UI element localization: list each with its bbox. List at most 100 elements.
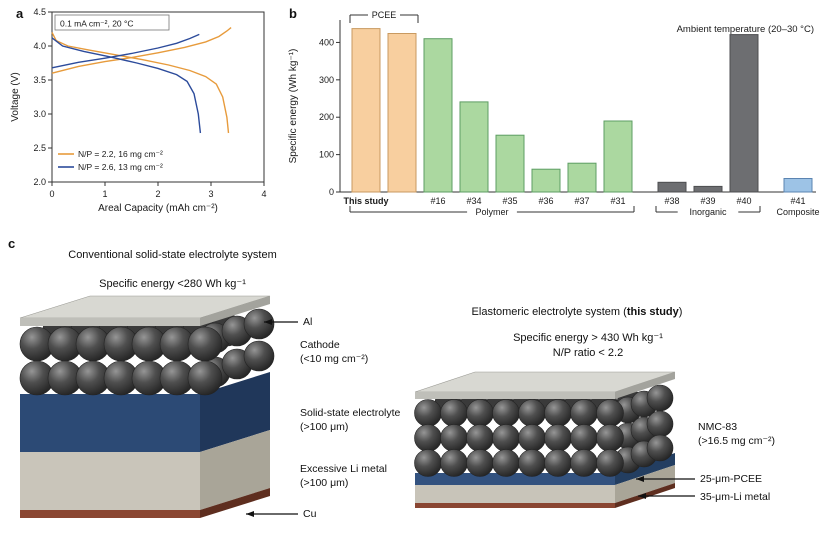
layer-front [415, 392, 615, 399]
y-tick-label: 2.0 [33, 177, 46, 187]
layer-side [615, 372, 675, 399]
bar-label: #31 [610, 196, 625, 206]
layer-front [20, 452, 200, 510]
y-tick-label: 2.5 [33, 143, 46, 153]
particle-sphere [646, 434, 674, 462]
electrolyte-label-line1: Solid-state electrolyte [300, 407, 401, 419]
bar-0 [351, 28, 381, 193]
particle-sphere [187, 326, 223, 362]
specific-energy-bar-chart: 0 100 200 300 400 Specific energy (Wh kg⁻¹) Am… [288, 10, 820, 217]
al-label: Al [303, 316, 313, 328]
particle-sphere [440, 449, 468, 477]
x-tick-label: 0 [49, 189, 54, 199]
right-title-emphasis: this study [626, 306, 679, 318]
bar-label: This study [343, 196, 388, 206]
charge-curve-series-0 [51, 27, 232, 74]
pcee-label: 25-μm-PCEE [700, 473, 763, 485]
bar-label: #40 [736, 196, 751, 206]
particle-sphere [570, 449, 598, 477]
group-label: Polymer [475, 207, 508, 217]
particle-sphere [243, 308, 275, 340]
group-label: Inorganic [689, 207, 727, 217]
voltage-capacity-line-chart: 2.0 2.5 3.0 3.5 4.0 4.5 0 1 2 3 4 Areal Capacity (m… [10, 7, 267, 214]
bar-5 [531, 168, 561, 193]
left-system-title: Conventional solid-state electrolyte sys… [68, 249, 277, 261]
bar-2 [423, 38, 453, 193]
right-system-subtitle2: N/P ratio < 2.2 [552, 347, 624, 359]
annotation-box [54, 14, 170, 31]
bar-11 [783, 178, 813, 193]
y-tick-label: 4.0 [33, 41, 46, 51]
right-system-title: Elastomeric electrolyte system (this stu… [412, 305, 742, 319]
particle-sphere [570, 424, 598, 452]
layer-front [20, 318, 200, 326]
bar-label: #41 [790, 196, 805, 206]
nmc-label-line2: (>16.5 mg cm⁻²) [698, 435, 776, 447]
left-system-subtitle: Specific energy <280 Wh kg⁻¹ [99, 278, 246, 290]
particle-sphere [544, 424, 572, 452]
right-title-suffix: ) [678, 306, 683, 318]
particle-sphere [570, 399, 598, 427]
bar-label: #34 [466, 196, 481, 206]
y-axis-label: Specific energy (Wh kg⁻¹) [288, 49, 299, 164]
bar-7 [603, 120, 633, 193]
li-metal-label: Excessive Li metal (>100 μm) [300, 462, 387, 490]
cathode-label-line1: Cathode [300, 339, 340, 351]
layer-front [20, 510, 200, 518]
right-system-subtitle1: Specific energy > 430 Wh kg⁻¹ [513, 332, 663, 344]
bar-3 [459, 101, 489, 193]
particle-sphere [243, 340, 275, 372]
bar-label: #39 [700, 196, 715, 206]
particle-sphere [466, 449, 494, 477]
bar-label: #37 [574, 196, 589, 206]
nmc-label-line1: NMC-83 [698, 421, 738, 433]
legend-label: N/P = 2.2, 16 mg cm⁻² [78, 149, 163, 159]
y-tick-label: 4.5 [33, 7, 46, 17]
bar-8 [657, 181, 687, 193]
bar-label: #38 [664, 196, 679, 206]
particle-sphere [440, 424, 468, 452]
particle-sphere [466, 399, 494, 427]
y-tick-label: 400 [319, 37, 334, 47]
particle-sphere [518, 449, 546, 477]
electrolyte-label: Solid-state electrolyte (>100 μm) [300, 406, 400, 434]
bar-label: #35 [502, 196, 517, 206]
nmc-label: NMC-83 (>16.5 mg cm⁻²) [698, 420, 775, 448]
bar-6 [567, 162, 597, 193]
temperature-annotation: Ambient temperature (20–30 °C) [677, 24, 814, 35]
conventional-stack-illustration [19, 295, 275, 518]
particle-sphere [518, 424, 546, 452]
x-tick-label: 2 [155, 189, 160, 199]
x-tick-label: 4 [261, 189, 266, 199]
y-tick-label: 3.0 [33, 109, 46, 119]
particle-sphere [544, 449, 572, 477]
particle-sphere [466, 424, 494, 452]
condition-annotation: 0.1 mA cm⁻², 20 °C [60, 19, 134, 29]
layer-front [415, 473, 615, 485]
bar-1 [387, 33, 417, 193]
particle-sphere [596, 424, 624, 452]
particle-sphere [544, 399, 572, 427]
panel-a-label: a [16, 6, 24, 21]
particle-sphere [518, 399, 546, 427]
charge-curve-series-1 [51, 33, 200, 69]
particle-sphere [187, 360, 223, 396]
li-metal-label-line1: Excessive Li metal [300, 463, 387, 475]
particle-sphere [646, 384, 674, 412]
y-tick-label: 200 [319, 112, 334, 122]
layer-side [200, 372, 270, 452]
particle-sphere [492, 449, 520, 477]
y-axis-label: Voltage (V) [10, 72, 21, 121]
li-35-label: 35-μm-Li metal [700, 491, 771, 503]
y-tick-label: 0 [329, 187, 334, 197]
bar-9 [693, 185, 723, 193]
y-tick-label: 3.5 [33, 75, 46, 85]
x-tick-label: 1 [102, 189, 107, 199]
particle-sphere [646, 410, 674, 438]
particle-sphere [440, 399, 468, 427]
y-tick-label: 100 [319, 150, 334, 160]
discharge-curve-series-1 [51, 37, 202, 134]
particle-sphere [414, 399, 442, 427]
layer-front [415, 485, 615, 503]
